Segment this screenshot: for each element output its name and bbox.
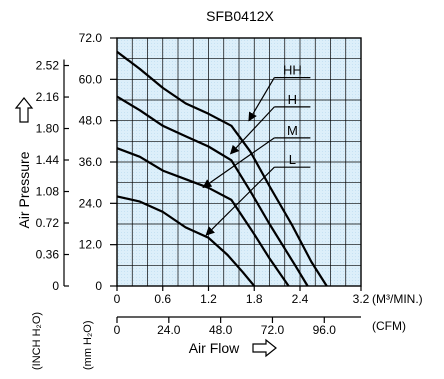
y-tick-label-mm: 72.0 (79, 31, 103, 45)
series-leader-arrow (205, 166, 275, 236)
series-line-l (116, 195, 256, 287)
y-tick-label-mm: 48.0 (79, 114, 103, 128)
series-line-h (116, 95, 309, 287)
x-tick-label-cfm: 48.0 (209, 323, 233, 337)
x-tick-label-m3: 0 (114, 292, 121, 306)
x-axis-arrow-icon (252, 338, 277, 358)
x-unit-cfm: (CFM) (372, 319, 406, 333)
x-tick-label-cfm: 96.0 (313, 323, 337, 337)
y-axis-title: Air Pressure (16, 151, 32, 228)
x-tick-label-m3: 1.8 (246, 292, 263, 306)
series-leader-arrow (202, 137, 275, 189)
chart-title: SFB0412X (206, 8, 274, 24)
series-line-hh (116, 50, 328, 287)
x-tick-label-cfm: 24.0 (157, 323, 181, 337)
y-tick-label-mm: 24.0 (79, 196, 103, 210)
x-tick-label-cfm: 0 (114, 323, 121, 337)
x-tick-label-m3: 1.2 (200, 292, 217, 306)
y-tick-label-mm: 12.0 (79, 238, 103, 252)
y-unit-mm: (mm H₂O) (82, 321, 94, 370)
x-axis-title: Air Flow (189, 340, 240, 356)
y-tick-label-mm: 36.0 (79, 155, 103, 169)
series-leader-arrow (229, 106, 275, 155)
y-tick-label-inch: 1.44 (36, 153, 60, 167)
y-tick-label-inch: 0.36 (36, 248, 60, 262)
y-tick-label-inch: 1.08 (36, 185, 60, 199)
y-axis-arrow-icon (14, 97, 34, 123)
x-unit-m3: (M³/MIN.) (372, 292, 423, 306)
grid-lines (117, 38, 361, 286)
series-label-l: L (289, 152, 296, 167)
y-tick-label-mm: 0 (95, 279, 102, 293)
x-tick-label-m3: 3.2 (353, 292, 370, 306)
y-unit-inch: (INCH H₂O) (31, 312, 43, 370)
y-tick-label-inch: 0.72 (36, 216, 60, 230)
series-label-m: M (287, 123, 298, 138)
y-tick-label-inch: 1.80 (36, 122, 60, 136)
series-label-h: H (288, 92, 297, 107)
y-axis-title-group: Air Pressure (14, 97, 34, 229)
x-tick-label-cfm: 72.0 (261, 323, 285, 337)
y-tick-label-mm: 60.0 (79, 72, 103, 86)
series-label-hh: HH (283, 63, 302, 78)
x-tick-label-m3: 0.6 (154, 292, 171, 306)
y-tick-label-inch: 2.16 (36, 90, 60, 104)
y-tick-label-inch: 2.52 (36, 59, 60, 73)
x-tick-label-m3: 2.4 (292, 292, 309, 306)
axes: 0 12.0 24.0 36.0 48.0 60.0 72.0 0 0.36 0.72 1.08 1.… (36, 31, 370, 337)
y-tick-label-inch: 0 (52, 279, 59, 293)
series-leader-arrow (248, 77, 275, 122)
